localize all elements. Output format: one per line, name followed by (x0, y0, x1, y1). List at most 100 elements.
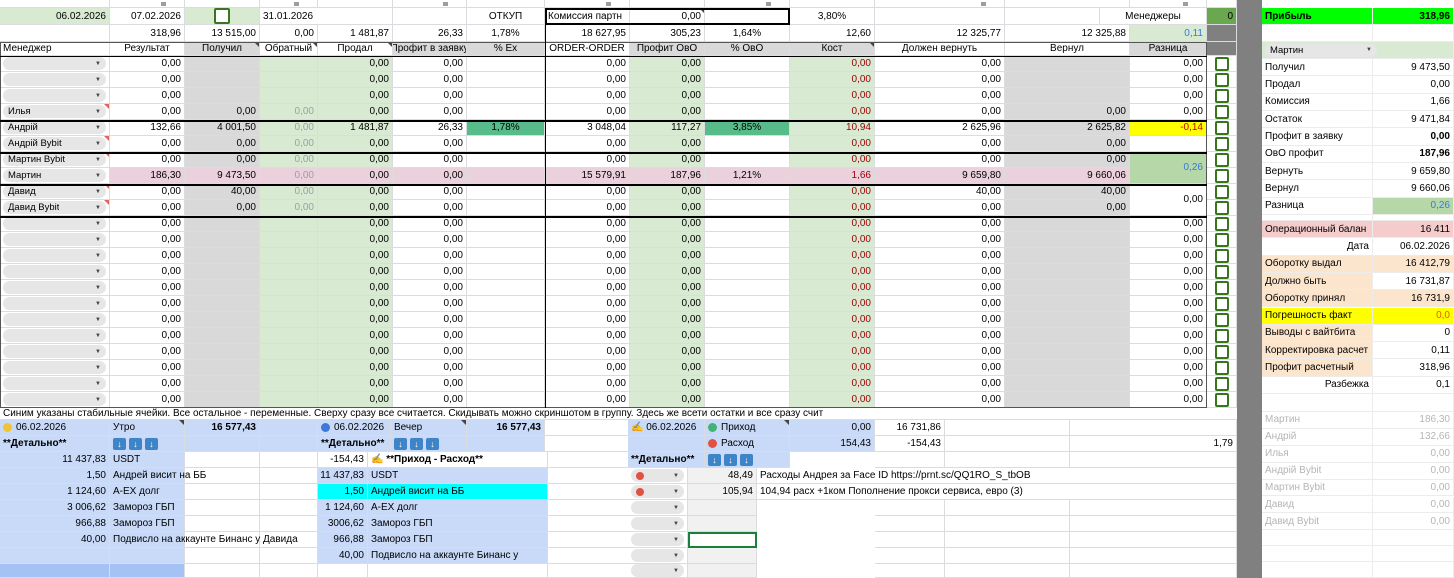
expense-dropdown[interactable]: ▼ (628, 516, 688, 532)
row-checkbox[interactable] (1207, 168, 1237, 184)
expense-dropdown[interactable]: ▼ (628, 468, 688, 484)
down-arrow-icon[interactable]: ↓ (426, 437, 439, 450)
dropdown-pill[interactable]: Мартин Bybit ▼ (3, 153, 106, 166)
manager-dropdown[interactable]: Андрій ▼ (0, 120, 110, 136)
down-arrow-icon[interactable]: ↓ (129, 437, 142, 450)
dropdown-pill[interactable]: ▼ (3, 329, 106, 342)
data-cell (705, 312, 790, 328)
row-checkbox[interactable] (1207, 184, 1237, 200)
manager-dropdown[interactable]: ▼ (0, 312, 110, 328)
ops-value: 0 (1373, 324, 1454, 343)
manager-dropdown[interactable]: ▼ (0, 280, 110, 296)
download-arrows[interactable]: ↓ ↓ ↓ (391, 436, 467, 452)
manager-dropdown[interactable]: Мартин ▼ (0, 168, 110, 184)
balance-value: 11 437,83 (318, 468, 368, 484)
dropdown-pill[interactable]: ▼ (631, 517, 684, 530)
dropdown-pill[interactable]: ▼ (3, 265, 106, 278)
dropdown-pill[interactable]: ▼ (3, 57, 106, 70)
expense-dropdown[interactable]: ▼ (628, 532, 688, 548)
manager-dropdown[interactable]: ▼ (0, 296, 110, 312)
manager-dropdown[interactable]: ▼ (0, 72, 110, 88)
dropdown-pill[interactable]: ▼ (3, 361, 106, 374)
down-arrow-icon[interactable]: ↓ (145, 437, 158, 450)
row-checkbox[interactable] (1207, 392, 1237, 408)
row-checkbox[interactable] (1207, 280, 1237, 296)
down-arrow-icon[interactable]: ↓ (410, 437, 423, 450)
dropdown-pill[interactable]: Давид ▼ (3, 185, 106, 198)
dropdown-pill[interactable]: Илья ▼ (3, 105, 106, 118)
row-checkbox[interactable] (1207, 296, 1237, 312)
dropdown-pill[interactable]: ▼ (631, 501, 684, 514)
manager-dropdown[interactable]: ▼ (0, 248, 110, 264)
dropdown-pill[interactable]: ▼ (631, 564, 684, 577)
dropdown-pill[interactable]: ▼ (3, 297, 106, 310)
row-checkbox[interactable] (1207, 344, 1237, 360)
download-arrows[interactable]: ↓ ↓ ↓ (705, 452, 790, 468)
dropdown-pill[interactable]: ▼ (3, 249, 106, 262)
dropdown-pill[interactable]: ▼ (3, 345, 106, 358)
row-checkbox[interactable] (1207, 88, 1237, 104)
manager-dropdown[interactable]: Мартин Bybit ▼ (0, 152, 110, 168)
dropdown-pill[interactable]: ▼ (3, 217, 106, 230)
expense-dropdown[interactable]: ▼ (628, 548, 688, 564)
dropdown-pill[interactable]: ▼ (3, 393, 106, 406)
row-checkbox[interactable] (1207, 104, 1237, 120)
dropdown-pill[interactable]: ▼ (3, 377, 106, 390)
dropdown-pill[interactable]: ▼ (3, 313, 106, 326)
data-cell: 0,00 (630, 328, 705, 344)
dropdown-pill[interactable]: Давид Bybit ▼ (3, 201, 106, 214)
row-checkbox[interactable] (1207, 56, 1237, 72)
row-checkbox[interactable] (1207, 248, 1237, 264)
down-arrow-icon[interactable]: ↓ (740, 453, 753, 466)
dropdown-pill[interactable]: ▼ (631, 533, 684, 546)
manager-dropdown[interactable]: ▼ (0, 344, 110, 360)
manager-dropdown[interactable]: ▼ (0, 360, 110, 376)
row-checkbox[interactable] (1207, 72, 1237, 88)
row-checkbox[interactable] (1207, 216, 1237, 232)
dropdown-pill[interactable]: ▼ (631, 469, 684, 482)
manager-selector[interactable]: Мартин ▼ (1262, 42, 1454, 59)
manager-dropdown[interactable]: Андрій Bybit ▼ (0, 136, 110, 152)
expense-dropdown[interactable]: ▼ (628, 484, 688, 500)
dropdown-pill[interactable]: Андрій Bybit ▼ (3, 137, 106, 150)
manager-dropdown[interactable]: ▼ (0, 264, 110, 280)
manager-dropdown[interactable]: Илья ▼ (0, 104, 110, 120)
row-checkbox[interactable] (1207, 232, 1237, 248)
expense-dropdown[interactable]: ▼ (628, 564, 688, 578)
expense-dropdown[interactable]: ▼ (628, 500, 688, 516)
manager-dropdown[interactable]: ▼ (0, 232, 110, 248)
row-checkbox[interactable] (1207, 136, 1237, 152)
dropdown-pill[interactable]: ▼ (631, 549, 684, 562)
row-checkbox[interactable] (1207, 328, 1237, 344)
down-arrow-icon[interactable]: ↓ (724, 453, 737, 466)
row-checkbox[interactable] (1207, 200, 1237, 216)
row-checkbox[interactable] (1207, 376, 1237, 392)
manager-dropdown[interactable]: Давид ▼ (0, 184, 110, 200)
row-checkbox[interactable] (1207, 264, 1237, 280)
active-cell[interactable] (688, 532, 757, 548)
download-arrows[interactable]: ↓ ↓ ↓ (110, 436, 185, 452)
dropdown-pill[interactable]: Андрій ▼ (3, 121, 106, 134)
dropdown-pill[interactable]: ▼ (3, 233, 106, 246)
dropdown-pill[interactable]: Мартин ▼ (1265, 43, 1377, 57)
manager-dropdown[interactable]: ▼ (0, 328, 110, 344)
dropdown-pill[interactable]: ▼ (3, 73, 106, 86)
row-checkbox[interactable] (1207, 120, 1237, 136)
dropdown-pill[interactable]: Мартин ▼ (3, 169, 106, 182)
dropdown-pill[interactable]: ▼ (3, 89, 106, 102)
dropdown-pill[interactable]: ▼ (3, 281, 106, 294)
row-checkbox[interactable] (1207, 312, 1237, 328)
header-checkbox[interactable] (185, 8, 260, 25)
down-arrow-icon[interactable]: ↓ (113, 437, 126, 450)
down-arrow-icon[interactable]: ↓ (708, 453, 721, 466)
row-checkbox[interactable] (1207, 360, 1237, 376)
manager-dropdown[interactable]: Давид Bybit ▼ (0, 200, 110, 216)
manager-dropdown[interactable]: ▼ (0, 56, 110, 72)
manager-dropdown[interactable]: ▼ (0, 88, 110, 104)
manager-dropdown[interactable]: ▼ (0, 376, 110, 392)
row-checkbox[interactable] (1207, 152, 1237, 168)
manager-dropdown[interactable]: ▼ (0, 392, 110, 408)
down-arrow-icon[interactable]: ↓ (394, 437, 407, 450)
manager-dropdown[interactable]: ▼ (0, 216, 110, 232)
dropdown-pill[interactable]: ▼ (631, 485, 684, 498)
